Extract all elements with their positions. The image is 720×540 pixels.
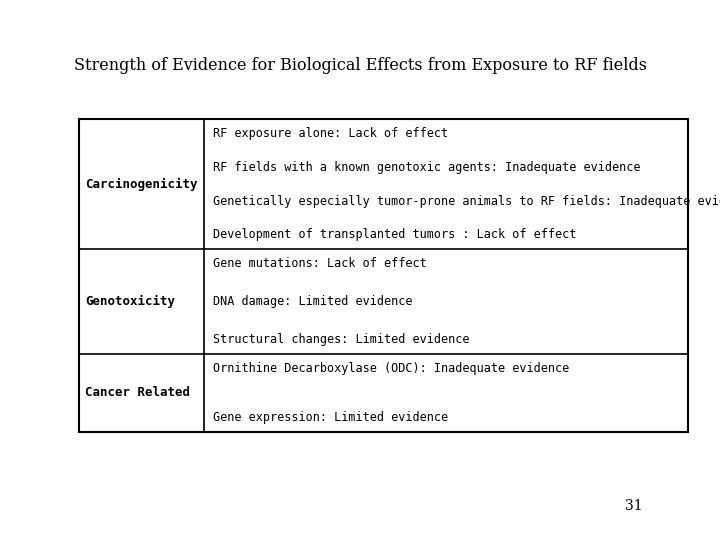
Text: RF exposure alone: Lack of effect: RF exposure alone: Lack of effect bbox=[212, 127, 448, 140]
Text: Carcinogenicity: Carcinogenicity bbox=[85, 178, 197, 191]
Bar bbox=[79, 119, 688, 432]
Text: RF fields with a known genotoxic agents: Inadequate evidence: RF fields with a known genotoxic agents:… bbox=[212, 160, 640, 173]
Text: Gene expression: Limited evidence: Gene expression: Limited evidence bbox=[212, 411, 448, 424]
Text: Development of transplanted tumors : Lack of effect: Development of transplanted tumors : Lac… bbox=[212, 228, 576, 241]
Text: DNA damage: Limited evidence: DNA damage: Limited evidence bbox=[212, 295, 412, 308]
Text: Strength of Evidence for Biological Effects from Exposure to RF fields: Strength of Evidence for Biological Effe… bbox=[73, 57, 647, 73]
Text: Genetically especially tumor-prone animals to RF fields: Inadequate evidence: Genetically especially tumor-prone anima… bbox=[212, 194, 720, 207]
Text: Structural changes: Limited evidence: Structural changes: Limited evidence bbox=[212, 333, 469, 346]
Text: Gene mutations: Lack of effect: Gene mutations: Lack of effect bbox=[212, 257, 426, 270]
Text: Cancer Related: Cancer Related bbox=[85, 386, 190, 400]
Text: 31: 31 bbox=[625, 499, 642, 513]
Text: Ornithine Decarboxylase (ODC): Inadequate evidence: Ornithine Decarboxylase (ODC): Inadequat… bbox=[212, 362, 569, 375]
Text: Genotoxicity: Genotoxicity bbox=[85, 295, 175, 308]
